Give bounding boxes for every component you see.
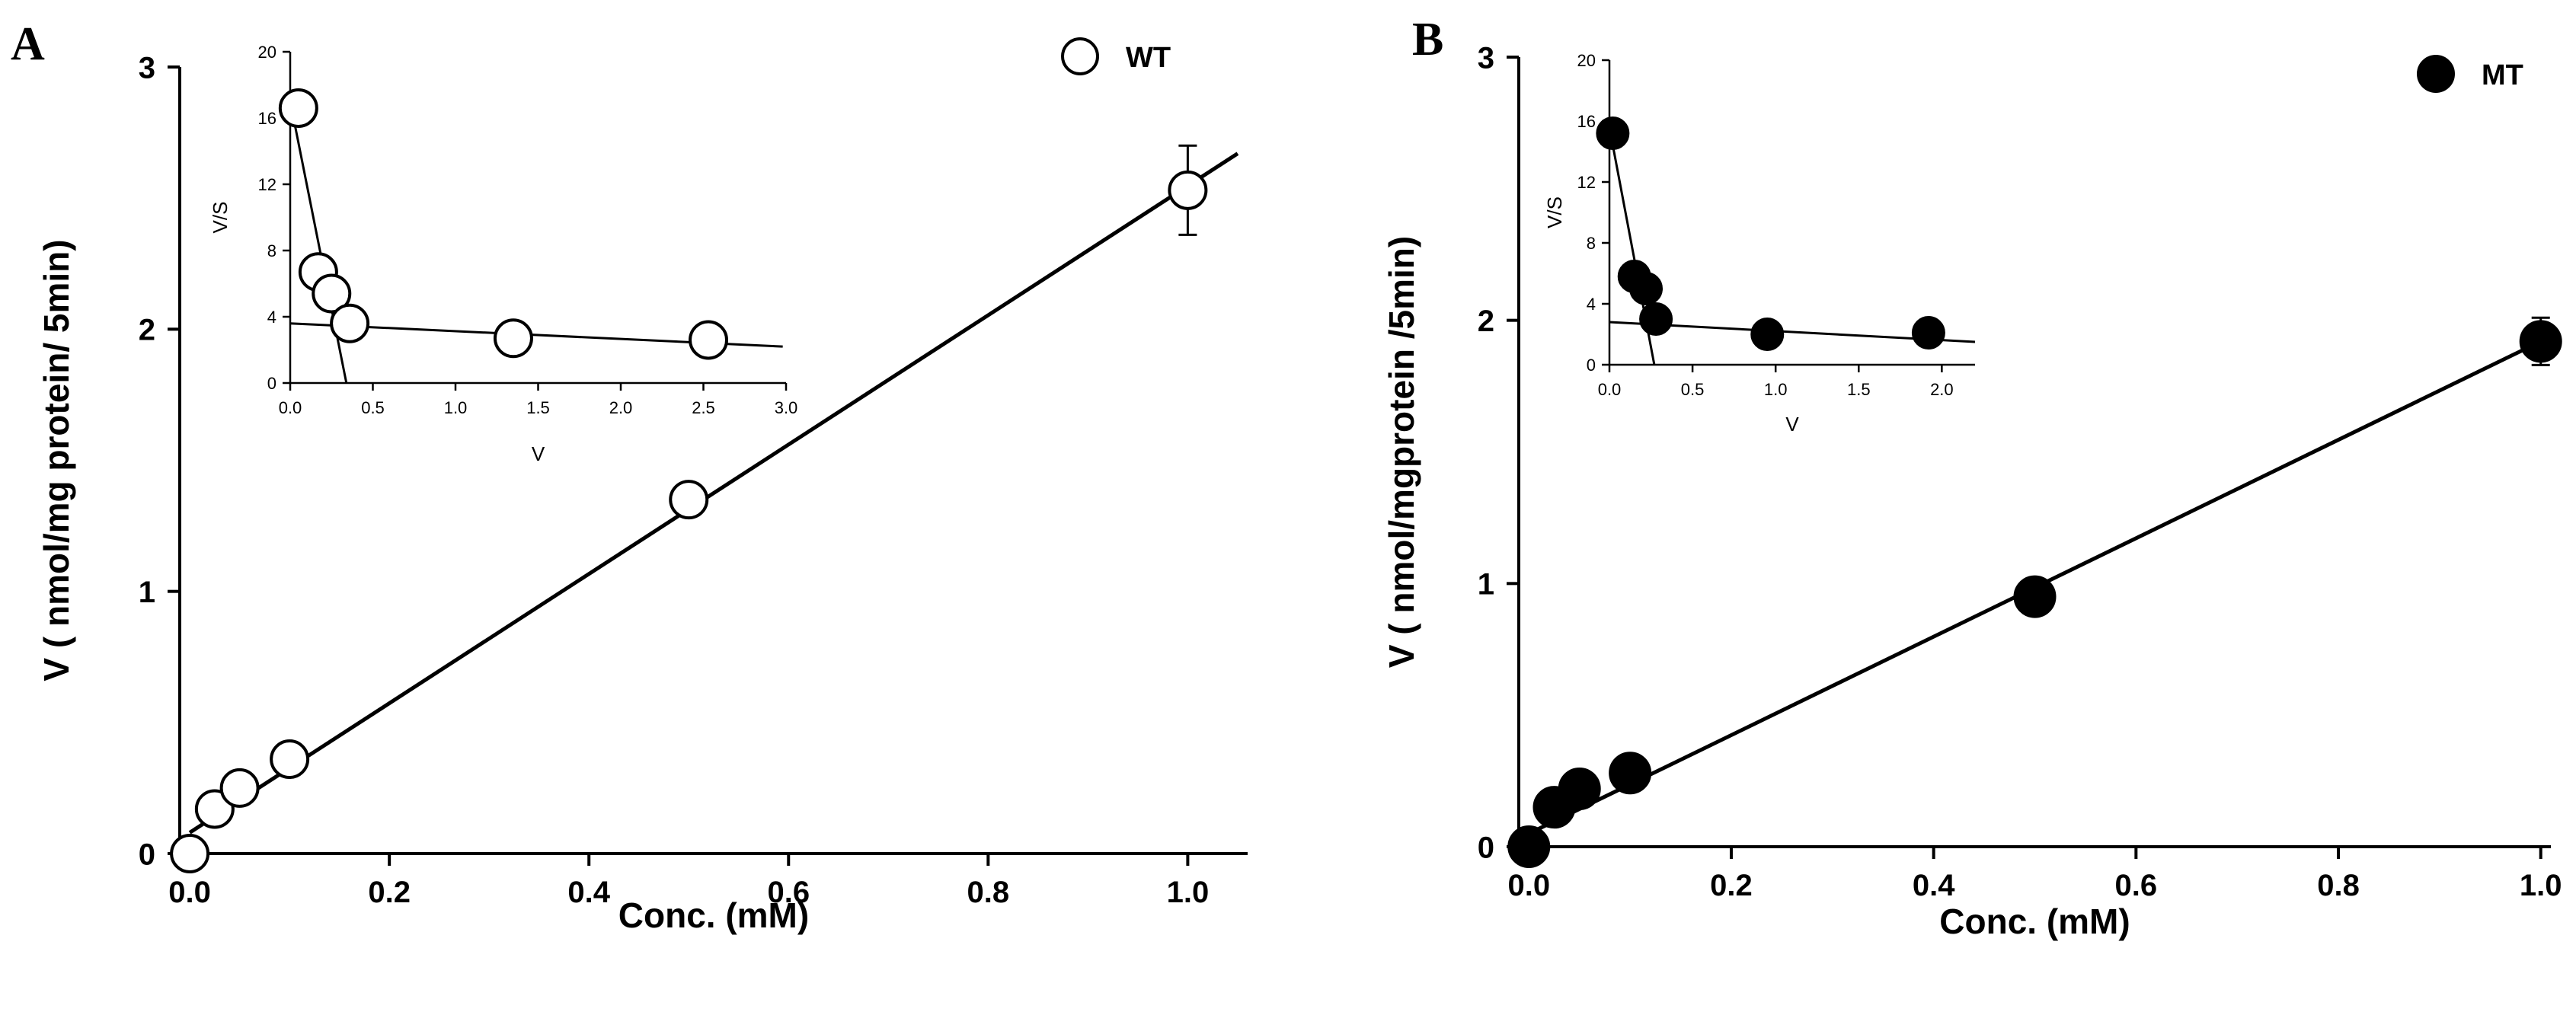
b-main-x-tick-label: 0.6 xyxy=(2115,869,2158,902)
b-inset-data-point xyxy=(1639,302,1673,336)
b-inset-y-tick-label: 20 xyxy=(1577,51,1596,70)
b-main-x-tick-label: 1.0 xyxy=(2520,869,2562,902)
b-main-data-point xyxy=(1558,767,1601,810)
panel-letter-b: B xyxy=(1412,14,1443,65)
a-inset-x-tick-label: 0.5 xyxy=(361,398,385,417)
a-inset-fit-line xyxy=(292,117,348,384)
b-inset-x-tick-label: 0.0 xyxy=(1598,380,1622,399)
a-inset-x-tick-label: 2.5 xyxy=(692,398,715,417)
panel-a-inset-chart: 0.0 0.5 1.0 1.5 2.0 2.5 3.0 0 4 8 12 16 20 V V/S xyxy=(209,43,797,465)
b-main-y-tick-label: 0 xyxy=(1478,831,1494,864)
a-main-x-tick-label: 0.6 xyxy=(767,876,810,909)
b-inset-data-point xyxy=(1750,318,1785,351)
b-main-y-axis-label: V ( nmol/mgprotein /5min) xyxy=(1382,236,1421,668)
b-main-x-tick-label: 0.2 xyxy=(1710,869,1753,902)
b-inset-data-point xyxy=(1629,272,1663,305)
a-inset-y-tick-label: 4 xyxy=(267,308,276,327)
a-inset-data-point xyxy=(278,88,318,128)
a-main-y-tick-label: 1 xyxy=(139,576,155,609)
a-inset-data-point xyxy=(312,273,352,314)
b-main-x-tick-label: 0.0 xyxy=(1507,869,1550,902)
a-inset-y-tick-label: 12 xyxy=(258,175,276,194)
legend-wt-marker xyxy=(1061,37,1099,75)
a-inset-x-tick-label: 1.0 xyxy=(444,398,468,417)
b-main-x-tick-label: 0.4 xyxy=(1913,869,1955,902)
a-inset-data-point xyxy=(689,320,729,360)
a-main-data-point xyxy=(219,768,260,808)
b-main-x-tick-label: 0.8 xyxy=(2317,869,2360,902)
a-main-data-point xyxy=(1168,170,1208,210)
a-inset-x-axis-label: V xyxy=(532,442,545,465)
a-main-x-tick-label: 0.4 xyxy=(567,876,610,909)
a-inset-x-tick-label: 3.0 xyxy=(775,398,798,417)
b-main-x-axis-label: Conc. (mM) xyxy=(1939,902,2130,941)
b-inset-data-point xyxy=(1911,316,1945,350)
legend-wt: WT xyxy=(1061,37,1171,75)
b-inset-y-tick-label: 16 xyxy=(1577,112,1596,131)
panel-letter-a: A xyxy=(11,18,45,70)
a-main-y-tick-label: 0 xyxy=(139,838,155,871)
a-main-data-point xyxy=(170,834,210,873)
legend-mt-marker xyxy=(2417,55,2455,93)
b-inset-y-axis-label: V/S xyxy=(1543,196,1566,228)
b-inset-x-tick-label: 1.5 xyxy=(1847,380,1871,399)
a-main-x-axis-label: Conc. (mM) xyxy=(618,895,809,935)
a-inset-x-tick-label: 0.0 xyxy=(279,398,302,417)
a-inset-x-tick-label: 1.5 xyxy=(526,398,550,417)
a-main-y-axis-label: V ( nmol/mg protein/ 5min) xyxy=(37,239,76,681)
a-main-y-tick-label: 3 xyxy=(139,51,155,85)
b-main-y-tick-label: 3 xyxy=(1478,41,1494,75)
b-inset-y-tick-label: 12 xyxy=(1577,173,1596,192)
panel-b-inset-chart: 0.0 0.5 1.0 1.5 2.0 0 4 8 12 16 20 V V/S xyxy=(1543,51,1976,436)
a-inset-data-point xyxy=(330,303,370,343)
a-main-y-tick-label: 2 xyxy=(139,314,155,347)
a-main-data-point xyxy=(270,739,310,780)
legend-wt-label: WT xyxy=(1126,42,1171,74)
b-main-y-tick-label: 2 xyxy=(1478,305,1494,338)
a-main-x-tick-label: 0.8 xyxy=(967,876,1010,909)
a-inset-x-tick-label: 2.0 xyxy=(609,398,633,417)
a-inset-y-tick-label: 8 xyxy=(267,241,276,260)
a-inset-y-axis-label: V/S xyxy=(209,202,232,234)
a-main-data-point xyxy=(669,480,709,520)
b-main-y-tick-label: 1 xyxy=(1478,568,1494,602)
b-inset-data-point xyxy=(1596,117,1630,150)
b-inset-x-tick-label: 2.0 xyxy=(1930,380,1954,399)
b-inset-x-tick-label: 1.0 xyxy=(1764,380,1788,399)
a-main-x-tick-label: 1.0 xyxy=(1167,876,1210,909)
a-inset-y-tick-label: 0 xyxy=(267,374,276,393)
b-main-data-point xyxy=(2013,575,2057,618)
b-inset-y-tick-label: 4 xyxy=(1587,295,1596,314)
a-inset-y-tick-label: 16 xyxy=(258,109,276,128)
legend-mt-label: MT xyxy=(2482,59,2523,91)
a-main-x-tick-label: 0.2 xyxy=(368,876,411,909)
b-main-data-point xyxy=(1609,752,1652,795)
b-inset-x-axis-label: V xyxy=(1785,413,1799,436)
a-inset-y-tick-label: 20 xyxy=(258,43,276,62)
a-main-x-tick-label: 0.0 xyxy=(168,876,211,909)
legend-mt: MT xyxy=(2417,55,2523,93)
b-inset-y-tick-label: 8 xyxy=(1587,234,1596,253)
b-main-data-point xyxy=(2519,320,2562,363)
b-main-data-point xyxy=(1507,825,1551,868)
a-inset-data-point xyxy=(493,318,533,359)
a-main-fit-line xyxy=(188,152,1239,835)
b-inset-x-tick-label: 0.5 xyxy=(1681,380,1705,399)
b-inset-y-tick-label: 0 xyxy=(1587,356,1596,375)
